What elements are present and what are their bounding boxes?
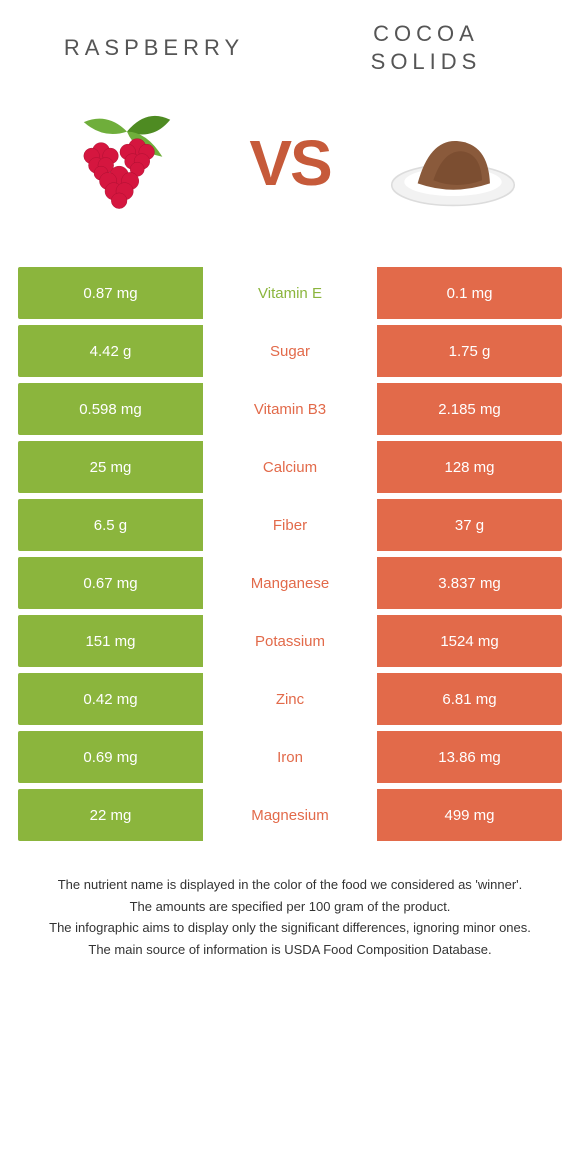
nutrient-name-cell: Vitamin E (203, 267, 377, 319)
nutrient-name-cell: Zinc (203, 673, 377, 725)
table-row: 0.87 mgVitamin E0.1 mg (18, 267, 562, 319)
cocoa-image (345, 93, 562, 233)
raspberry-image (18, 93, 235, 233)
table-row: 4.42 gSugar1.75 g (18, 325, 562, 377)
table-row: 0.598 mgVitamin B32.185 mg (18, 383, 562, 435)
left-value-cell: 0.67 mg (18, 557, 203, 609)
raspberry-icon (42, 108, 212, 218)
nutrient-name-cell: Manganese (203, 557, 377, 609)
nutrient-name-cell: Iron (203, 731, 377, 783)
vs-label: VS (243, 126, 336, 200)
footnote-line: The nutrient name is displayed in the co… (36, 875, 544, 895)
footnote-line: The main source of information is USDA F… (36, 940, 544, 960)
footnotes: The nutrient name is displayed in the co… (18, 875, 562, 959)
nutrient-name-cell: Vitamin B3 (203, 383, 377, 435)
left-value-cell: 0.42 mg (18, 673, 203, 725)
right-value-cell: 6.81 mg (377, 673, 562, 725)
right-food-title: COCOASOLIDS (290, 20, 562, 75)
right-food-title-text: COCOASOLIDS (371, 21, 482, 74)
left-value-cell: 25 mg (18, 441, 203, 493)
footnote-line: The infographic aims to display only the… (36, 918, 544, 938)
right-value-cell: 1.75 g (377, 325, 562, 377)
left-value-cell: 0.598 mg (18, 383, 203, 435)
comparison-table: 0.87 mgVitamin E0.1 mg 4.42 gSugar1.75 g 0… (18, 267, 562, 841)
right-value-cell: 128 mg (377, 441, 562, 493)
left-value-cell: 151 mg (18, 615, 203, 667)
title-row: RASPBERRY COCOASOLIDS (18, 20, 562, 75)
left-value-cell: 22 mg (18, 789, 203, 841)
left-food-title: RASPBERRY (18, 35, 290, 61)
right-value-cell: 37 g (377, 499, 562, 551)
left-value-cell: 4.42 g (18, 325, 203, 377)
right-value-cell: 3.837 mg (377, 557, 562, 609)
table-row: 0.42 mgZinc6.81 mg (18, 673, 562, 725)
table-row: 6.5 gFiber37 g (18, 499, 562, 551)
left-value-cell: 6.5 g (18, 499, 203, 551)
table-row: 22 mgMagnesium499 mg (18, 789, 562, 841)
hero-row: VS (18, 93, 562, 233)
nutrient-name-cell: Sugar (203, 325, 377, 377)
right-value-cell: 1524 mg (377, 615, 562, 667)
left-value-cell: 0.87 mg (18, 267, 203, 319)
right-value-cell: 13.86 mg (377, 731, 562, 783)
right-value-cell: 499 mg (377, 789, 562, 841)
nutrient-name-cell: Magnesium (203, 789, 377, 841)
table-row: 151 mgPotassium1524 mg (18, 615, 562, 667)
left-value-cell: 0.69 mg (18, 731, 203, 783)
nutrient-name-cell: Potassium (203, 615, 377, 667)
right-value-cell: 2.185 mg (377, 383, 562, 435)
nutrient-name-cell: Calcium (203, 441, 377, 493)
table-row: 0.69 mgIron13.86 mg (18, 731, 562, 783)
nutrient-name-cell: Fiber (203, 499, 377, 551)
table-row: 0.67 mgManganese3.837 mg (18, 557, 562, 609)
infographic-container: RASPBERRY COCOASOLIDS VS (0, 0, 580, 971)
right-value-cell: 0.1 mg (377, 267, 562, 319)
table-row: 25 mgCalcium128 mg (18, 441, 562, 493)
footnote-line: The amounts are specified per 100 gram o… (36, 897, 544, 917)
cocoa-icon (368, 108, 538, 218)
